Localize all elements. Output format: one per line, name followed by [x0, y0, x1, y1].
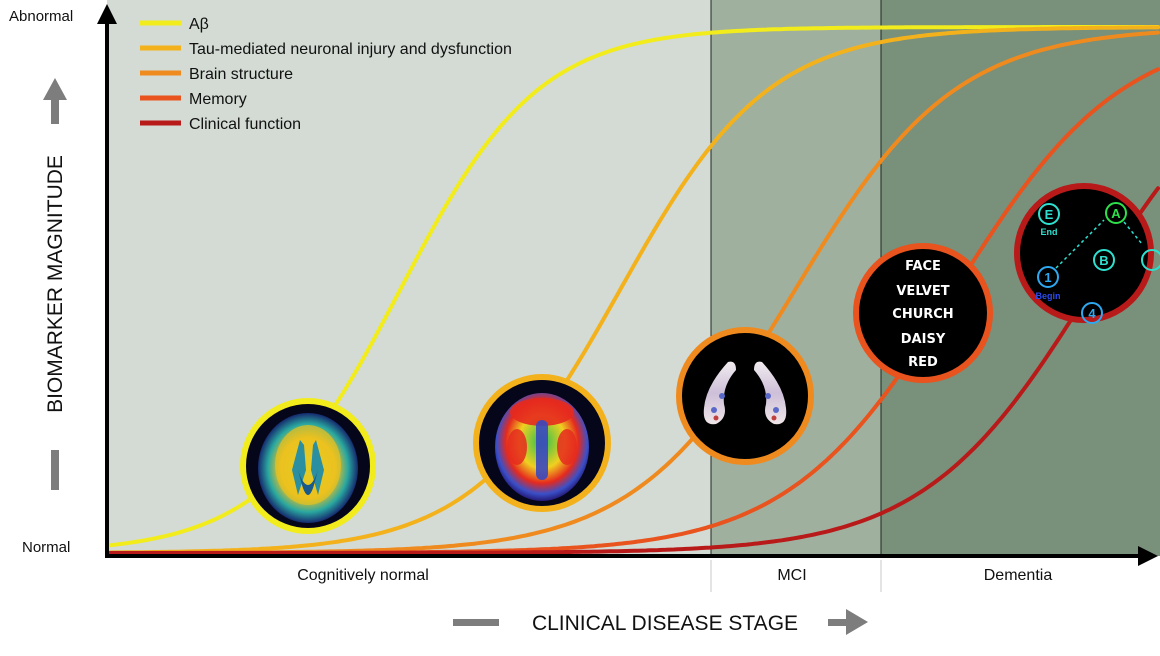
trail-node-1: 1 — [1044, 270, 1051, 285]
trail-node-a: A — [1111, 206, 1121, 221]
x-axis-title-arrow-icon — [828, 609, 868, 635]
memory-word: VELVET — [896, 284, 949, 299]
y-axis-title: BIOMARKER MAGNITUDE — [44, 155, 67, 413]
brain-structure-mri-image — [676, 327, 814, 465]
series-line-tau — [108, 25, 1160, 555]
legend: Aβ Tau-mediated neuronal injury and dysf… — [140, 16, 512, 133]
memory-word: RED — [908, 355, 938, 370]
x-axis-arrowhead — [1138, 546, 1158, 566]
y-low-label: Normal — [22, 539, 70, 556]
memory-test-word-list: FACE VELVET CHURCH DAISY RED — [853, 243, 993, 383]
y-high-label: Abnormal — [9, 8, 73, 25]
trail-node-4: 4 — [1088, 306, 1096, 321]
y-axis-arrowhead — [97, 4, 117, 24]
stage-region-cognitively-normal — [107, 0, 711, 556]
stage-label-cognitively-normal: Cognitively normal — [297, 567, 429, 584]
trail-making-test-image: E End A B 1 Begin 4 — [1014, 183, 1160, 324]
y-axis-title-dash — [51, 450, 59, 490]
stage-label-mci: MCI — [777, 567, 806, 584]
x-axis-title: CLINICAL DISEASE STAGE — [532, 612, 798, 635]
x-axis-title-dash — [453, 619, 499, 626]
stage-region-mci — [711, 0, 881, 556]
legend-label-clinical-function: Clinical function — [189, 116, 301, 133]
trail-node-b: B — [1099, 253, 1108, 268]
legend-label-brain-structure: Brain structure — [189, 66, 293, 83]
stage-label-dementia: Dementia — [984, 567, 1053, 584]
memory-word: CHURCH — [892, 307, 953, 322]
series-line-clinical-function — [108, 186, 1160, 555]
legend-label-tau: Tau-mediated neuronal injury and dysfunc… — [189, 41, 512, 58]
legend-label-abeta: Aβ — [189, 16, 209, 33]
series-curves — [108, 25, 1160, 555]
trail-node-begin-label: Begin — [1035, 291, 1060, 301]
tau-pet-scan-image — [473, 374, 611, 512]
legend-label-memory: Memory — [189, 91, 247, 108]
trail-node-e: E — [1045, 207, 1054, 222]
memory-word: DAISY — [901, 332, 946, 347]
amyloid-pet-scan-image — [240, 398, 376, 534]
trail-node-end-label: End — [1041, 227, 1058, 237]
y-axis-title-arrow-icon — [43, 78, 67, 124]
memory-word: FACE — [905, 259, 941, 274]
